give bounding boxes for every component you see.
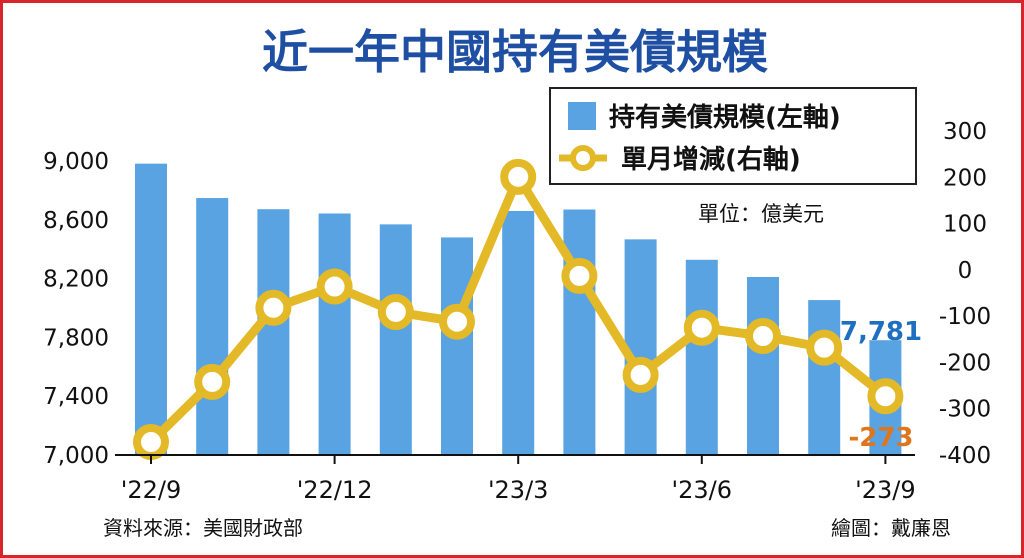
- line-point-6: [500, 158, 537, 195]
- bar-6: [502, 210, 535, 455]
- chart-canvas: 近一年中國持有美債規模 7,000 7,400 7,800 8,200 8,600 9,0…: [43, 25, 991, 540]
- line-point-8: [622, 356, 659, 393]
- line-point-7: [561, 257, 598, 294]
- line-layer: [133, 158, 904, 461]
- left-tick-label-2: 7,800: [43, 325, 109, 351]
- x-tick-label-4: '23/9: [855, 476, 916, 504]
- x-tick-label-0: '22/9: [121, 476, 182, 504]
- line-point-12: [867, 378, 904, 415]
- line-point-2: [255, 289, 292, 326]
- line-point-0: [133, 424, 169, 461]
- right-tick-label-5: 100: [943, 212, 987, 238]
- left-tick-label-4: 8,600: [43, 208, 109, 234]
- bars-layer: [135, 163, 902, 455]
- legend-line-marker: [570, 145, 596, 171]
- legend-bar-label: 持有美債規模(左軸): [609, 102, 841, 133]
- legend-box: [549, 87, 917, 185]
- bar-11: [808, 300, 841, 455]
- chart-title: 近一年中國持有美債規模: [262, 25, 768, 79]
- left-tick-label-1: 7,400: [43, 384, 109, 410]
- right-tick-label-6: 200: [943, 165, 987, 191]
- bar-8: [624, 239, 657, 455]
- x-tick-label-3: '23/6: [672, 476, 733, 504]
- bar-0: [135, 163, 167, 455]
- right-tick-label-4: 0: [958, 258, 973, 284]
- left-tick-label-3: 8,200: [43, 267, 109, 293]
- x-tick-label-2: '23/3: [488, 476, 549, 504]
- line-point-11: [806, 329, 843, 366]
- bar-2: [257, 209, 290, 455]
- source-text: 資料來源：美國財政部: [103, 516, 303, 540]
- credit-text: 繪圖：戴廉恩: [831, 516, 951, 540]
- axis-layer: 7,000 7,400 7,800 8,200 8,600 9,000 -400 -300 -2…: [43, 119, 991, 504]
- x-tick-label-1: '22/12: [297, 476, 373, 504]
- line-point-9: [683, 309, 720, 346]
- legend-bar-swatch: [568, 102, 596, 130]
- legend-line-label: 單月增減(右軸): [621, 144, 801, 175]
- right-tick-label-2: -200: [939, 350, 991, 376]
- unit-label: 單位：億美元: [698, 202, 824, 226]
- bar-7: [563, 209, 596, 455]
- line-point-3: [316, 268, 353, 305]
- right-tick-label-1: -300: [939, 397, 991, 423]
- line-point-5: [439, 303, 475, 340]
- right-tick-label-3: -100: [939, 304, 991, 330]
- data-label-last-line: -273: [848, 423, 913, 453]
- bar-4: [379, 224, 412, 455]
- data-label-last-bar: 7,781: [840, 317, 922, 347]
- right-tick-label-7: 300: [943, 119, 987, 145]
- bar-5: [441, 237, 473, 455]
- bar-9: [685, 259, 718, 455]
- line-point-10: [745, 318, 781, 355]
- legend: 持有美債規模(左軸) 單月增減(右軸): [549, 87, 917, 185]
- bar-10: [747, 276, 779, 455]
- line-point-4: [377, 293, 414, 330]
- left-tick-label-5: 9,000: [43, 149, 109, 175]
- right-tick-label-0: -400: [939, 443, 991, 469]
- line-point-1: [194, 363, 231, 400]
- bar-3: [318, 213, 351, 455]
- bar-1: [196, 198, 229, 455]
- left-tick-label-0: 7,000: [43, 443, 109, 469]
